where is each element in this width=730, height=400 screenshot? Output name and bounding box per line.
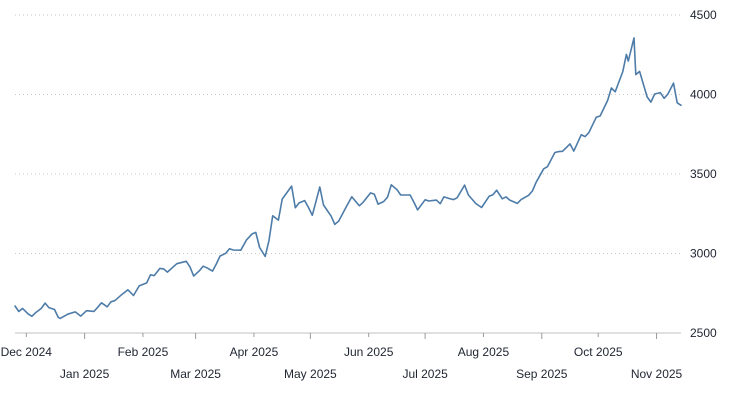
- y-axis-tick-label: 3000: [690, 247, 717, 261]
- x-axis-month-label: May 2025: [284, 367, 337, 381]
- price-line-series: [14, 37, 682, 320]
- x-axis-month-label: Jan 2025: [60, 367, 110, 381]
- y-axis-tick-label: 2500: [690, 326, 717, 340]
- x-axis-month-label: Dec 2024: [1, 345, 53, 359]
- x-axis-month-label: Aug 2025: [458, 345, 510, 359]
- x-axis-month-label: Jul 2025: [402, 367, 448, 381]
- x-axis-month-label: Feb 2025: [118, 345, 169, 359]
- x-axis-month-label: Nov 2025: [631, 367, 683, 381]
- x-axis-month-label: Apr 2025: [230, 345, 279, 359]
- x-axis-month-label: Mar 2025: [170, 367, 221, 381]
- x-axis-month-label: Jun 2025: [344, 345, 394, 359]
- y-axis-tick-label: 4500: [690, 8, 717, 22]
- x-axis-month-label: Sep 2025: [516, 367, 568, 381]
- y-axis-tick-label: 3500: [690, 167, 717, 181]
- y-axis-tick-label: 4000: [690, 88, 717, 102]
- x-axis-month-label: Oct 2025: [574, 345, 623, 359]
